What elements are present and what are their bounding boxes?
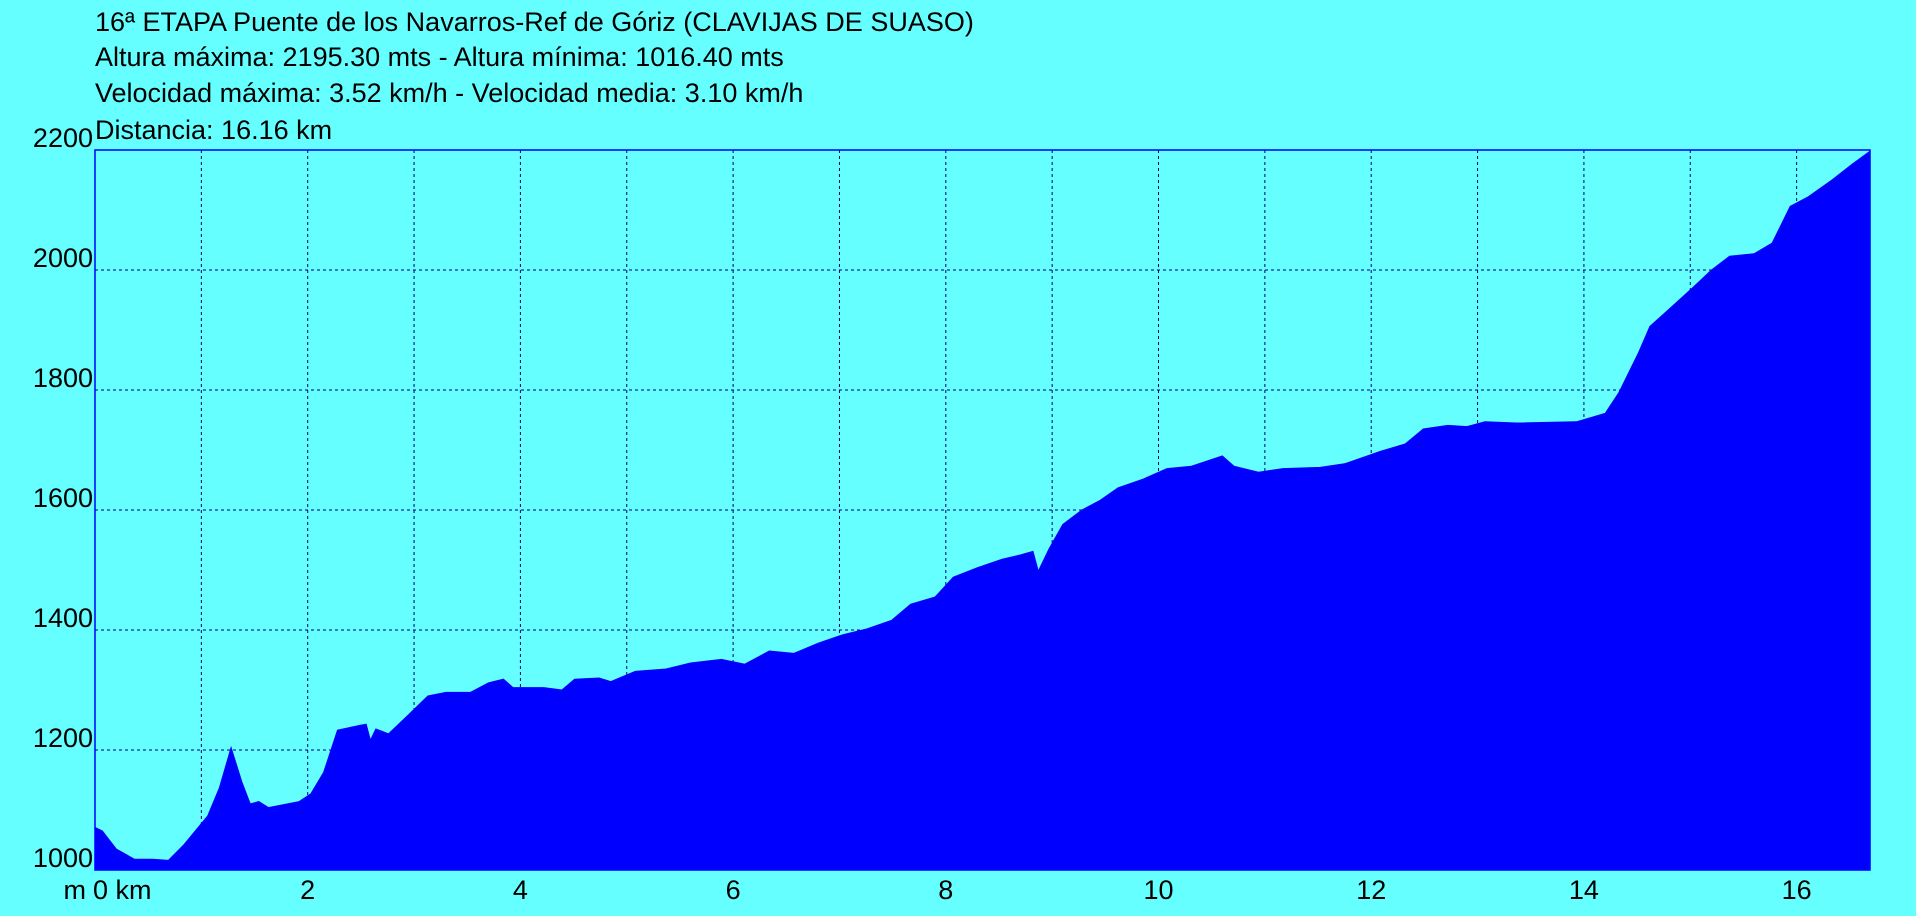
chart-title: 16ª ETAPA Puente de los Navarros-Ref de … xyxy=(95,7,974,37)
x-tick-label: 6 xyxy=(726,875,741,905)
y-tick-label: 1600 xyxy=(33,483,93,513)
y-tick-label: 1200 xyxy=(33,723,93,753)
x-tick-label: 0 km xyxy=(93,875,152,905)
subtitle: Altura máxima: 2195.30 mts - Altura míni… xyxy=(95,42,784,72)
subtitle: Distancia: 16.16 km xyxy=(95,115,332,145)
x-tick-label: 14 xyxy=(1569,875,1599,905)
y-tick-label: 2000 xyxy=(33,243,93,273)
x-tick-label: 16 xyxy=(1782,875,1812,905)
x-tick-label: 2 xyxy=(300,875,315,905)
elevation-area xyxy=(94,150,1871,871)
y-tick-label: 1800 xyxy=(33,363,93,393)
y-tick-label: 2200 xyxy=(33,123,93,153)
plot-frame xyxy=(94,149,1871,871)
x-tick-label: 8 xyxy=(938,875,953,905)
y-tick-label: 1000 xyxy=(33,843,93,873)
x-tick-label: 10 xyxy=(1143,875,1173,905)
x-tick-label: 4 xyxy=(513,875,528,905)
y-unit: m xyxy=(64,875,87,905)
x-tick-label: 12 xyxy=(1356,875,1386,905)
subtitle: Velocidad máxima: 3.52 km/h - Velocidad … xyxy=(95,78,803,108)
y-tick-label: 1400 xyxy=(33,603,93,633)
